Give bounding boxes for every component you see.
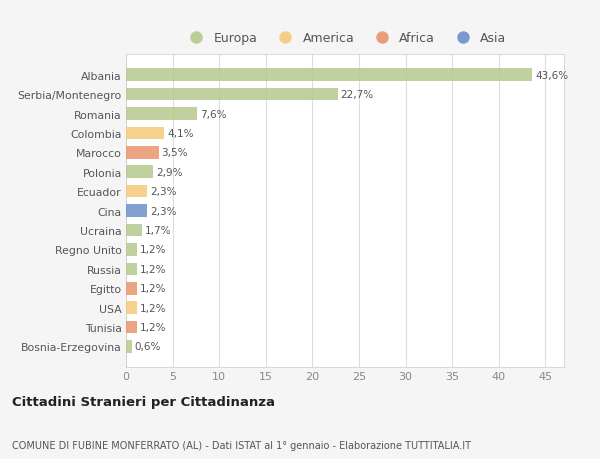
Text: 1,2%: 1,2%	[140, 284, 166, 294]
Text: 43,6%: 43,6%	[535, 71, 568, 80]
Text: 7,6%: 7,6%	[200, 109, 226, 119]
Text: 1,2%: 1,2%	[140, 322, 166, 332]
Bar	[126, 89, 338, 101]
Bar	[126, 127, 164, 140]
Text: 1,2%: 1,2%	[140, 264, 166, 274]
Bar	[126, 205, 148, 218]
Text: 2,9%: 2,9%	[156, 168, 182, 177]
Text: 22,7%: 22,7%	[340, 90, 373, 100]
Text: 2,3%: 2,3%	[150, 187, 177, 197]
Text: 1,2%: 1,2%	[140, 303, 166, 313]
Bar	[126, 302, 137, 314]
Bar	[126, 341, 131, 353]
Text: 1,7%: 1,7%	[145, 225, 171, 235]
Text: Cittadini Stranieri per Cittadinanza: Cittadini Stranieri per Cittadinanza	[12, 396, 275, 409]
Bar	[126, 166, 153, 179]
Text: 1,2%: 1,2%	[140, 245, 166, 255]
Text: 4,1%: 4,1%	[167, 129, 194, 139]
Text: COMUNE DI FUBINE MONFERRATO (AL) - Dati ISTAT al 1° gennaio - Elaborazione TUTTI: COMUNE DI FUBINE MONFERRATO (AL) - Dati …	[12, 440, 471, 450]
Text: 3,5%: 3,5%	[161, 148, 188, 158]
Legend: Europa, America, Africa, Asia: Europa, America, Africa, Asia	[179, 27, 511, 50]
Bar	[126, 244, 137, 256]
Bar	[126, 108, 197, 121]
Text: 0,6%: 0,6%	[134, 342, 161, 352]
Bar	[126, 147, 158, 159]
Bar	[126, 321, 137, 334]
Bar	[126, 282, 137, 295]
Text: 2,3%: 2,3%	[150, 206, 177, 216]
Bar	[126, 224, 142, 237]
Bar	[126, 263, 137, 275]
Bar	[126, 185, 148, 198]
Bar	[126, 69, 532, 82]
